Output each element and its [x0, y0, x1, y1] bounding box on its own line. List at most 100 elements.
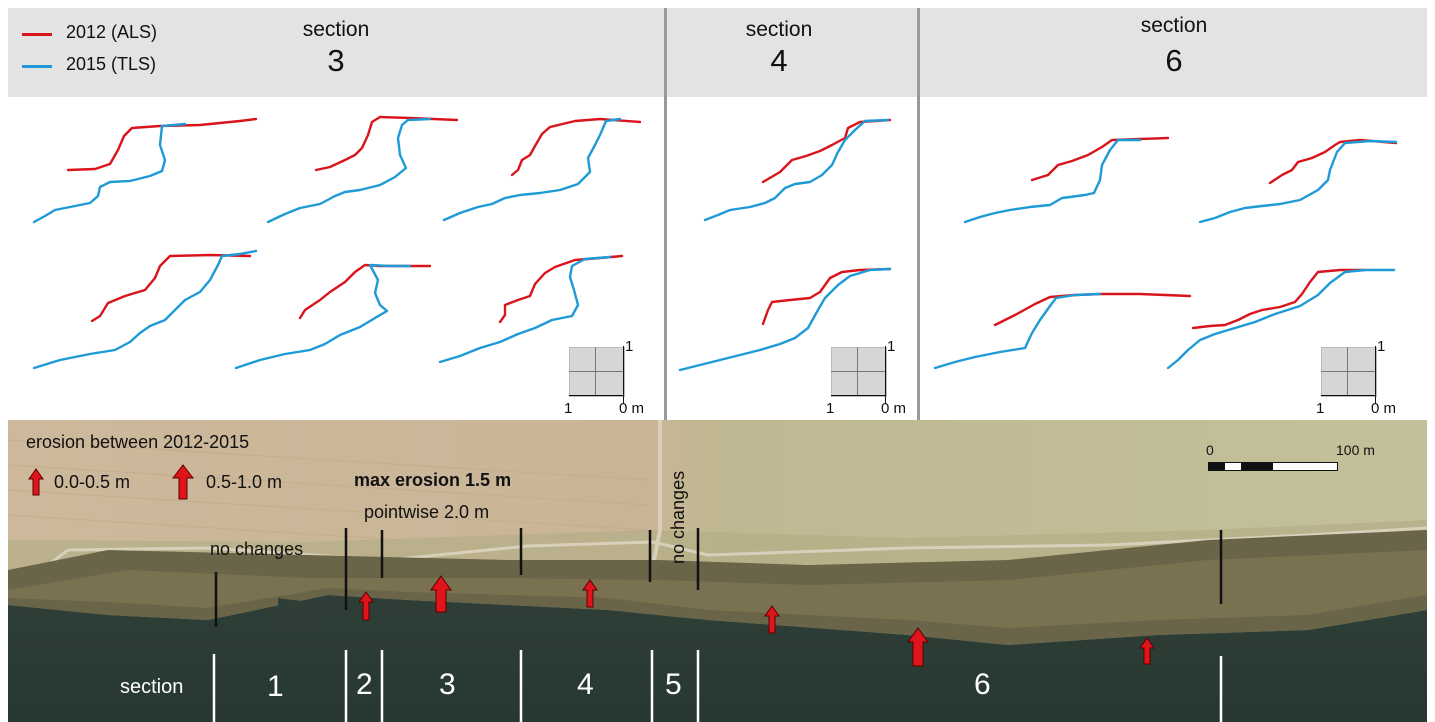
scale-axis-v [1375, 346, 1376, 404]
profile-4-2-als [761, 267, 892, 326]
map-section-6: 6 [974, 668, 991, 701]
profiles-panel [32, 115, 1398, 372]
profile-4-1-als [761, 118, 892, 184]
arrow-small-icon [1139, 637, 1155, 665]
profile-3-2 [266, 115, 459, 224]
scale-left-label: 1 [1316, 400, 1325, 417]
profile-3-2-als [314, 115, 459, 172]
scale-grid-v [595, 347, 596, 395]
scalebar-end-label: 100 m [1336, 442, 1375, 458]
profile-3-1 [32, 117, 258, 224]
profile-4-2-tls [678, 267, 892, 372]
scale-vertical-label: 1 [625, 338, 634, 355]
scale-axis-h [569, 395, 624, 396]
legend-tls-label: 2015 (TLS) [66, 54, 157, 74]
profile-4-2 [678, 267, 892, 372]
divider-3-4 [664, 8, 667, 420]
section-6-number: 6 [1165, 43, 1183, 78]
section-3-title: section [302, 18, 370, 41]
scale-right-label: 0 m [1371, 400, 1397, 417]
map-section-1: 1 [267, 670, 284, 703]
scale-grid-h [831, 371, 886, 372]
profile-3-1-als [66, 117, 258, 172]
scale-axis-v [623, 346, 624, 404]
profile-scale-2: 1 1 0 m [826, 338, 916, 420]
arrow-small-icon [764, 605, 780, 634]
profile-3-6-tls [438, 255, 612, 364]
section-4-title: section [745, 18, 813, 41]
profile-3-4-als [90, 253, 252, 323]
profile-3-5-tls [234, 263, 412, 370]
profile-3-3-als [510, 117, 642, 177]
erosion-arrows [358, 575, 1155, 667]
scale-axis-h [831, 395, 886, 396]
scale-box-shade [569, 347, 625, 397]
map-section-5: 5 [665, 668, 682, 701]
profile-6-2 [1198, 138, 1398, 224]
profile-3-5 [234, 263, 432, 370]
legend-large-arrow-icon [172, 464, 194, 500]
scale-box-shade [831, 347, 887, 397]
legend-small-arrow-icon [28, 468, 44, 496]
profile-6-3 [933, 292, 1192, 370]
section-4-number: 4 [770, 43, 788, 78]
profile-6-4-tls [1166, 268, 1396, 370]
profile-6-3-tls [933, 292, 1102, 370]
scale-left-label: 1 [826, 400, 835, 417]
profile-3-4 [32, 249, 258, 370]
profile-3-3-tls [442, 117, 622, 222]
header-band [8, 8, 1427, 97]
profile-6-3-als [993, 292, 1192, 327]
map-section-lines [212, 528, 1223, 722]
divider-4-6 [917, 8, 920, 420]
scale-right-label: 0 m [619, 400, 645, 417]
legend: 2012 (ALS) 2015 (TLS) [18, 20, 218, 80]
profile-6-4-als [1191, 268, 1367, 330]
small-arrow-label: 0.0-0.5 m [54, 472, 131, 492]
aerial-background [8, 420, 1427, 722]
pointwise-label: pointwise 2.0 m [364, 502, 490, 522]
map-section-2: 2 [356, 668, 373, 701]
profile-6-2-tls [1198, 139, 1398, 224]
scale-grid-v [857, 347, 858, 395]
map-section-word: section [120, 676, 184, 698]
profile-4-1 [703, 118, 892, 222]
arrow-small-icon [582, 579, 598, 608]
scale-vertical-label: 1 [1377, 338, 1386, 355]
scale-grid-h [569, 371, 624, 372]
legend-tls-line [22, 65, 52, 68]
profile-6-4 [1166, 268, 1396, 370]
aerial-map: erosion between 2012-2015 0.0-0.5 m 0.5-… [8, 420, 1427, 722]
scale-box-shade [1321, 347, 1377, 397]
profile-4-1-tls [703, 118, 890, 222]
scalebar-seg-2 [1241, 463, 1273, 470]
legend-als-line [22, 33, 52, 36]
profile-6-1 [963, 136, 1170, 224]
section-6-title: section [1140, 14, 1208, 37]
profile-6-2-als [1268, 138, 1398, 185]
profile-3-4-tls [32, 249, 258, 370]
max-erosion-label: max erosion 1.5 m [354, 470, 512, 490]
scalebar-start-label: 0 [1206, 442, 1214, 458]
scalebar-seg-1 [1209, 463, 1225, 470]
profile-3-6 [438, 254, 624, 364]
scale-right-label: 0 m [881, 400, 907, 417]
profile-3-3 [442, 117, 642, 222]
scale-axis-v [885, 346, 886, 404]
scalebar-bar [1208, 462, 1338, 471]
profile-3-1-tls [32, 122, 187, 224]
erosion-title: erosion between 2012-2015 [26, 432, 250, 452]
no-changes-label-1: no changes [210, 539, 304, 559]
large-arrow-label: 0.5-1.0 m [206, 472, 283, 492]
scale-axis-h [1321, 395, 1376, 396]
arrow-large-icon [430, 575, 452, 613]
profile-3-2-tls [266, 117, 432, 224]
scale-grid-h [1321, 371, 1376, 372]
scale-left-label: 1 [564, 400, 573, 417]
profile-6-1-tls [963, 138, 1142, 224]
map-scale-bar: 0 100 m [1198, 442, 1378, 482]
no-changes-label-2: no changes [668, 470, 688, 564]
arrow-large-icon [907, 627, 929, 667]
arrow-small-icon [358, 591, 374, 621]
profile-scale-1: 1 1 0 m [564, 338, 645, 420]
